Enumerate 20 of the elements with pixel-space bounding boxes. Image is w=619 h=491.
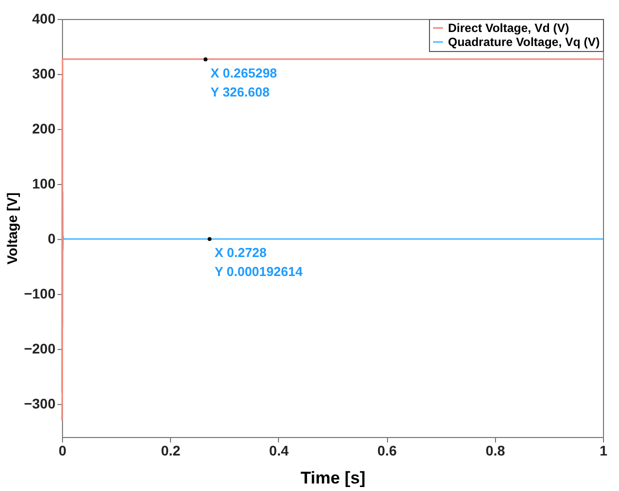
x-tick-label: 0.6 (377, 442, 398, 458)
y-tick-label: 300 (32, 66, 56, 82)
legend-label: Quadrature Voltage, Vq (V) (448, 35, 600, 49)
y-tick-label: 400 (32, 10, 56, 26)
y-tick-label: −100 (24, 286, 56, 302)
y-tick-label: 100 (32, 176, 56, 192)
x-tick-label: 1 (600, 442, 608, 458)
legend-label: Direct Voltage, Vd (V) (448, 21, 570, 35)
x-axis-title: Time [s] (300, 468, 366, 488)
y-tick-label: 200 (32, 120, 56, 136)
y-tick-label: −200 (24, 340, 56, 356)
annotation: X 0.2728 Y 0.000192614 (214, 245, 304, 279)
y-axis-title: Voltage [V] (4, 192, 20, 265)
x-tick-label: 0.8 (486, 442, 506, 458)
x-tick-label: 0.2 (160, 442, 181, 458)
y-tick-label: 0 (48, 230, 56, 246)
y-tick-label: −300 (24, 396, 56, 412)
x-tick-label: 0.4 (269, 442, 289, 458)
annotation: X 0.265298 Y 326.608 (210, 65, 278, 100)
x-tick-label: 0 (58, 442, 67, 458)
